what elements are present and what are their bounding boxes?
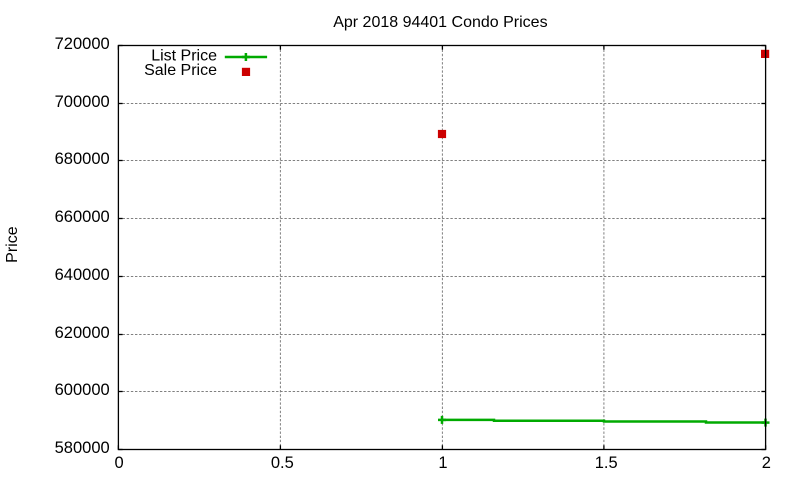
svg-text:Sale Price: Sale Price: [144, 62, 217, 79]
svg-text:600000: 600000: [55, 381, 110, 399]
svg-text:0: 0: [115, 454, 124, 472]
svg-text:580000: 580000: [55, 439, 110, 457]
svg-text:1: 1: [438, 454, 447, 472]
svg-text:640000: 640000: [55, 266, 110, 284]
svg-text:2: 2: [762, 454, 771, 472]
svg-text:680000: 680000: [55, 150, 110, 168]
svg-text:Price: Price: [4, 226, 21, 263]
svg-text:0.5: 0.5: [271, 454, 294, 472]
svg-text:720000: 720000: [55, 35, 110, 53]
svg-text:Apr 2018 94401 Condo Prices: Apr 2018 94401 Condo Prices: [333, 14, 547, 31]
svg-text:700000: 700000: [55, 93, 110, 111]
svg-text:620000: 620000: [55, 324, 110, 342]
svg-text:1.5: 1.5: [595, 454, 618, 472]
svg-text:660000: 660000: [55, 208, 110, 226]
svg-text:List Price: List Price: [151, 47, 217, 64]
